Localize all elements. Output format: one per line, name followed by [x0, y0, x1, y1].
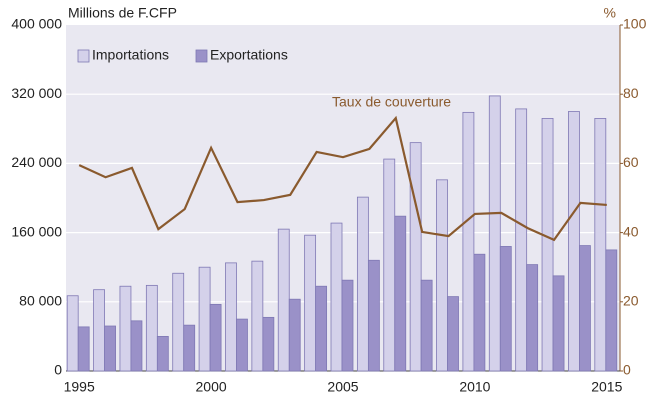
bar: [145, 284, 158, 372]
bar: [77, 326, 90, 372]
y-tick-label: 400 000: [11, 16, 62, 32]
bar: [436, 179, 448, 372]
bar: [462, 111, 475, 372]
x-tick-label: 2015: [591, 379, 622, 395]
x-tick-label: 2000: [196, 379, 227, 395]
bar: [473, 253, 486, 372]
y2-tick-label: 20: [623, 293, 639, 309]
bar: [156, 335, 169, 372]
y-tick-label: 240 000: [11, 154, 62, 170]
bar: [288, 298, 301, 372]
legend-swatch: [77, 49, 90, 63]
bar: [330, 222, 343, 372]
bar: [499, 246, 512, 372]
bar: [447, 296, 459, 372]
y2-tick-label: 100: [623, 16, 647, 32]
bar: [356, 196, 369, 372]
bar: [236, 318, 248, 372]
x-tick-label: 1995: [64, 379, 95, 395]
bar: [568, 111, 580, 372]
y2-tick-label: 40: [623, 223, 639, 239]
bar: [66, 295, 79, 372]
bar: [119, 285, 132, 372]
bar: [552, 275, 565, 372]
bar: [526, 264, 539, 372]
x-tick-label: 2010: [459, 379, 490, 395]
y-axis-title: Millions de F.CFP: [68, 5, 177, 21]
bar: [225, 262, 237, 372]
bar: [172, 272, 185, 372]
bar: [251, 260, 264, 372]
y-tick-label: 160 000: [11, 223, 62, 239]
bar: [383, 158, 396, 372]
bar: [409, 142, 422, 372]
bar: [130, 320, 143, 372]
bar: [367, 259, 380, 372]
bar: [198, 266, 211, 372]
bar: [277, 228, 290, 372]
bar: [541, 118, 554, 372]
bar: [605, 249, 618, 372]
line: [78, 115, 607, 242]
y2-tick-label: 80: [623, 85, 639, 101]
bar: [394, 215, 407, 372]
bar: [341, 279, 354, 372]
bar: [515, 108, 528, 372]
bar: [93, 289, 105, 372]
legend-swatch: [195, 49, 208, 63]
bar: [104, 325, 116, 372]
bar: [183, 324, 196, 372]
bar: [304, 234, 317, 372]
y2-axis-title: %: [604, 5, 616, 21]
y-tick-label: 80 000: [19, 293, 62, 309]
y-tick-label: 0: [54, 362, 62, 378]
bar: [209, 303, 222, 372]
y2-tick-label: 0: [623, 362, 631, 378]
annotation: Taux de couverture: [332, 94, 451, 110]
bar: [420, 279, 433, 372]
legend-label: Exportations: [210, 47, 288, 63]
x-tick-label: 2005: [327, 379, 358, 395]
bar: [315, 285, 328, 372]
bar: [579, 245, 591, 372]
y-tick-label: 320 000: [11, 85, 62, 101]
legend-label: Importations: [92, 47, 169, 63]
y2-tick-label: 60: [623, 154, 639, 170]
bar: [488, 95, 501, 372]
bar: [594, 118, 607, 372]
bar: [262, 316, 275, 372]
